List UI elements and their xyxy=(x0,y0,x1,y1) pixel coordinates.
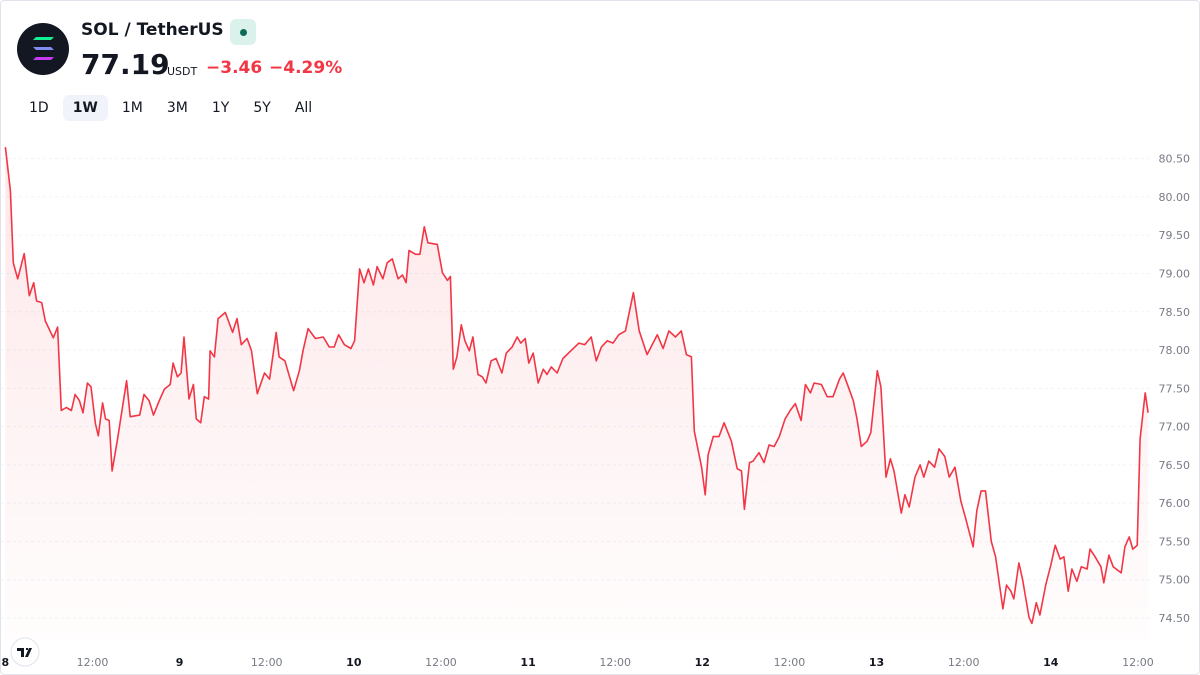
x-tick-label: 12:00 xyxy=(1122,656,1154,669)
range-tab[interactable]: 1Y xyxy=(211,100,230,116)
y-tick-label: 80.50 xyxy=(1159,153,1191,166)
x-tick-label: 12:00 xyxy=(425,656,457,669)
x-tick-label: 11 xyxy=(520,656,535,669)
x-tick-label: 13 xyxy=(869,656,884,669)
x-tick-label: 12:00 xyxy=(774,656,806,669)
y-tick-label: 79.50 xyxy=(1159,229,1191,242)
x-tick-label: 8 xyxy=(2,656,10,669)
x-tick-label: 12:00 xyxy=(77,656,109,669)
y-tick-label: 79.00 xyxy=(1159,267,1191,280)
y-tick-label: 78.00 xyxy=(1159,344,1191,357)
x-tick-label: 12:00 xyxy=(599,656,631,669)
symbol-logo xyxy=(17,23,69,75)
y-tick-label: 80.00 xyxy=(1159,191,1191,204)
x-tick-label: 9 xyxy=(176,656,184,669)
symbol-name: SOL / TetherUS xyxy=(81,20,224,40)
range-tab[interactable]: 1M xyxy=(121,100,143,116)
range-tabs: 1D 1W 1M 3M 1Y 5Y All xyxy=(19,95,322,121)
y-tick-label: 75.00 xyxy=(1159,574,1191,587)
change: −3.46 xyxy=(206,58,263,78)
area-fill xyxy=(5,147,1149,641)
range-tab[interactable]: 3M xyxy=(166,100,188,116)
y-tick-label: 74.50 xyxy=(1159,612,1191,625)
y-tick-label: 76.50 xyxy=(1159,459,1191,472)
x-tick-label: 12 xyxy=(695,656,710,669)
x-tick-label: 12:00 xyxy=(948,656,980,669)
range-tab[interactable]: 5Y xyxy=(253,100,271,116)
y-tick-label: 78.50 xyxy=(1159,306,1191,319)
x-tick-label: 12:00 xyxy=(251,656,283,669)
tradingview-logo[interactable] xyxy=(10,637,40,667)
market-status[interactable] xyxy=(230,19,256,45)
range-tab[interactable]: 1W xyxy=(62,95,108,121)
y-tick-label: 76.00 xyxy=(1159,497,1191,510)
price: 77.19 xyxy=(81,48,170,81)
price-line xyxy=(4,147,1149,625)
y-tick-label: 77.00 xyxy=(1159,421,1191,434)
range-tab[interactable]: All xyxy=(294,100,313,116)
change-percent: −4.29% xyxy=(269,58,343,78)
range-tab[interactable]: 1D xyxy=(29,100,49,116)
y-tick-label: 77.50 xyxy=(1159,382,1191,395)
currency: USDT xyxy=(167,65,198,78)
x-tick-label: 10 xyxy=(346,656,362,669)
x-tick-label: 14 xyxy=(1043,656,1059,669)
y-tick-label: 75.50 xyxy=(1159,535,1191,548)
